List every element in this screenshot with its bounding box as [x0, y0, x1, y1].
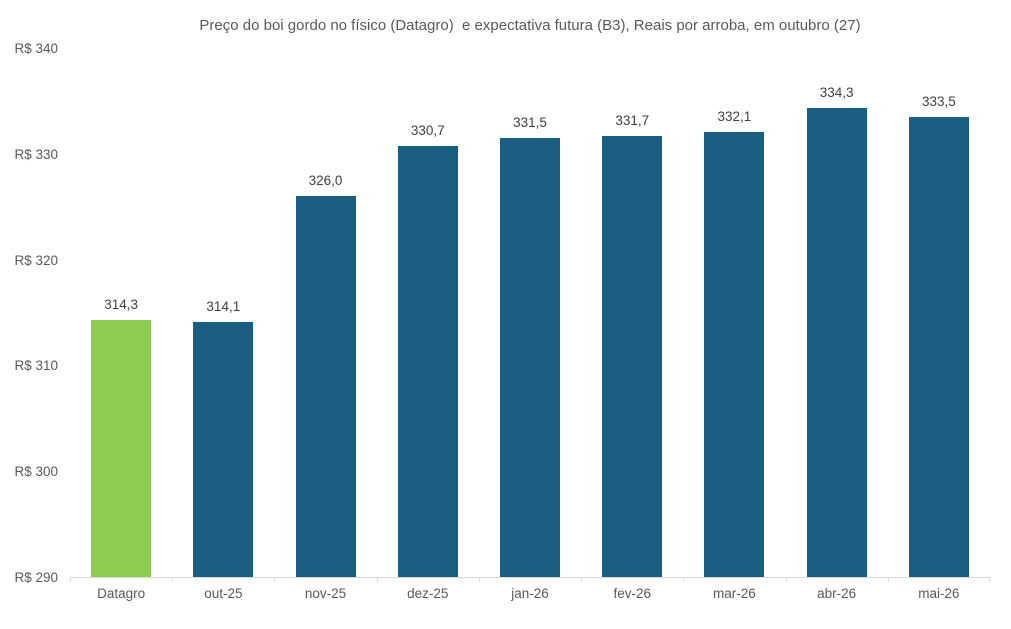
bar-mar-26: [704, 131, 765, 577]
bar-fev-26: [602, 135, 663, 577]
bar-out-25: [193, 322, 254, 577]
x-axis-label-mai-26: mai-26: [918, 586, 960, 601]
bar-jan-26: [500, 137, 560, 577]
chart-title: Preço do boi gordo no físico (Datagro) e…: [199, 17, 861, 34]
bar-value-label-datagro: 314,3: [104, 296, 138, 312]
y-axis-tick-label: R$ 320: [14, 252, 58, 268]
x-axis-label-dez-25: dez-25: [407, 586, 449, 601]
x-axis-label-abr-26: abr-26: [817, 586, 857, 601]
bar-datagro: [91, 319, 152, 577]
x-axis-tick: [376, 577, 378, 582]
x-axis-label-out-25: out-25: [204, 586, 243, 601]
bar-value-label-jan-26: 331,5: [513, 114, 547, 130]
bar-value-label-out-25: 314,1: [206, 299, 241, 314]
bar-value-label-mai-26: 333,5: [921, 93, 956, 109]
y-axis-tick-label: R$ 310: [14, 358, 58, 374]
x-axis-tick: [478, 577, 480, 582]
x-axis-tick: [172, 577, 174, 582]
y-axis-tick-label: R$ 330: [14, 146, 58, 162]
bar-dez-25: [397, 146, 458, 577]
y-axis-tick-label: R$ 340: [14, 41, 58, 56]
x-axis-tick: [70, 577, 71, 582]
x-axis-label-jan-26: jan-26: [511, 586, 549, 601]
y-axis-tick-label: R$ 290: [14, 570, 58, 585]
bar-mai-26: [908, 116, 969, 577]
plot-area: 314,3 Datagro 314,1 out-25 326,0 nov-25 330,7 d…: [70, 49, 990, 601]
bar-abr-26: [806, 108, 867, 577]
bar-value-label-mar-26: 332,1: [717, 108, 752, 124]
x-axis-label-fev-26: fev-26: [613, 586, 651, 601]
bar-value-label-nov-25: 326,0: [308, 173, 343, 189]
bar-value-label-fev-26: 331,7: [615, 112, 650, 128]
x-axis-label-mar-26: mar-26: [713, 586, 756, 601]
x-axis-tick: [989, 577, 990, 582]
bar-value-label-abr-26: 334,3: [819, 85, 854, 101]
bar-nov-25: [295, 196, 356, 577]
x-axis-tick: [683, 577, 685, 582]
x-axis-label-datagro: Datagro: [97, 586, 146, 601]
bar-value-label-dez-25: 330,7: [410, 123, 445, 139]
x-axis-tick: [581, 577, 583, 582]
x-axis-tick: [887, 577, 889, 582]
x-axis-label-nov-25: nov-25: [304, 586, 347, 601]
x-axis-tick: [785, 577, 787, 582]
y-axis-tick-label: R$ 300: [14, 464, 58, 480]
x-axis-tick: [274, 577, 276, 582]
